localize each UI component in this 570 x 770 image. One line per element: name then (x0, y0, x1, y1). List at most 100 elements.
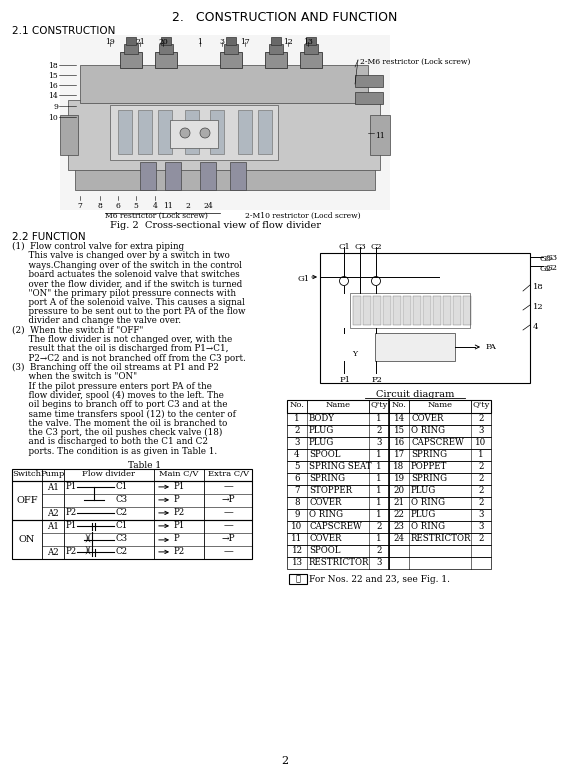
Text: 3: 3 (478, 426, 484, 435)
Text: Q'ty: Q'ty (370, 401, 388, 409)
Text: C1: C1 (338, 243, 350, 251)
Text: 2: 2 (186, 202, 190, 210)
Text: CAPSCREW: CAPSCREW (309, 522, 362, 531)
Bar (12, 520, 252, 559)
Text: 2: 2 (478, 414, 484, 423)
Text: PLUG: PLUG (309, 426, 334, 435)
Text: This valve is changed over by a switch in two: This valve is changed over by a switch i… (12, 251, 230, 260)
Text: COVER: COVER (411, 414, 443, 423)
Bar (12, 481, 252, 520)
Bar (300, 52, 322, 68)
Text: 2.1 CONSTRUCTION: 2.1 CONSTRUCTION (12, 26, 115, 36)
Text: ways.Changing over of the switch in the control: ways.Changing over of the switch in the … (12, 260, 242, 269)
Text: SPRING: SPRING (411, 450, 447, 459)
Text: 2-M10 restrictor (Locd screw): 2-M10 restrictor (Locd screw) (245, 212, 361, 220)
Text: "ON" the primary pilot pressure connects with: "ON" the primary pilot pressure connects… (12, 289, 236, 297)
Text: C3: C3 (115, 534, 127, 543)
Text: C3: C3 (354, 243, 366, 251)
Text: 2: 2 (478, 534, 484, 543)
Text: 6: 6 (294, 474, 300, 483)
Text: P1: P1 (66, 482, 78, 491)
Text: A1: A1 (47, 483, 59, 492)
Bar (185, 110, 199, 154)
Bar (75, 168, 375, 190)
Text: O RING: O RING (309, 510, 343, 519)
Text: and is discharged to both the C1 and C2: and is discharged to both the C1 and C2 (12, 437, 208, 447)
Text: ON: ON (19, 535, 35, 544)
Text: P2→C2 and is not branched off from the C3 port.: P2→C2 and is not branched off from the C… (12, 353, 246, 363)
Bar (287, 509, 491, 521)
Text: 10: 10 (291, 522, 303, 531)
Text: 24: 24 (203, 202, 213, 210)
Text: A2: A2 (47, 509, 59, 518)
Text: PLUG: PLUG (309, 438, 334, 447)
Text: 5: 5 (133, 202, 139, 210)
Text: COVER: COVER (309, 498, 341, 507)
Text: P1: P1 (340, 376, 351, 384)
Text: STOPPER: STOPPER (309, 486, 352, 495)
Bar (287, 533, 491, 545)
Text: 3: 3 (478, 522, 484, 531)
Text: 12: 12 (283, 38, 293, 46)
Text: The flow divider is not changed over, with the: The flow divider is not changed over, wi… (12, 335, 232, 344)
Text: P2: P2 (174, 547, 185, 556)
Text: —: — (223, 521, 233, 530)
Bar (265, 52, 287, 68)
Text: Extra C/V: Extra C/V (207, 470, 249, 478)
Bar (124, 44, 138, 54)
Bar (138, 110, 152, 154)
Text: 13: 13 (303, 38, 313, 46)
Text: 3: 3 (478, 510, 484, 519)
Text: (2)  When the switch if "OFF": (2) When the switch if "OFF" (12, 326, 144, 335)
Text: Y: Y (352, 350, 357, 358)
Text: 2: 2 (294, 426, 300, 435)
Text: Name: Name (325, 401, 351, 409)
Text: 14: 14 (393, 414, 405, 423)
Text: when the switch is "ON": when the switch is "ON" (12, 372, 137, 381)
Text: PLUG: PLUG (411, 486, 436, 495)
Text: same time transfers spool (12) to the center of: same time transfers spool (12) to the ce… (12, 410, 236, 419)
Text: over the flow divider, and if the switch is turned: over the flow divider, and if the switch… (12, 280, 242, 288)
Text: 2-M6 restrictor (Lock screw): 2-M6 restrictor (Lock screw) (360, 58, 470, 66)
Text: port A of the solenoid valve. This causes a signal: port A of the solenoid valve. This cause… (12, 298, 245, 306)
Bar (306, 37, 316, 45)
Text: Name: Name (428, 401, 453, 409)
Text: result that the oil is discharged from P1→C1,: result that the oil is discharged from P… (12, 344, 229, 353)
Text: 2: 2 (376, 522, 382, 531)
Bar (287, 425, 491, 437)
Text: 2: 2 (478, 486, 484, 495)
Circle shape (200, 128, 210, 138)
Text: P1: P1 (174, 482, 185, 491)
Text: 7: 7 (294, 486, 300, 495)
Text: 1: 1 (376, 450, 382, 459)
Text: RESTRICTOR: RESTRICTOR (309, 558, 369, 567)
Bar (226, 37, 236, 45)
Text: 6: 6 (116, 202, 120, 210)
Text: 13: 13 (291, 558, 303, 567)
Text: G2: G2 (545, 264, 557, 272)
Text: P2: P2 (66, 508, 78, 517)
Bar (393, 296, 401, 325)
Text: 2.   CONSTRUCTION AND FUNCTION: 2. CONSTRUCTION AND FUNCTION (172, 11, 398, 24)
Bar (161, 37, 171, 45)
Text: 1: 1 (376, 414, 382, 423)
Text: G3: G3 (540, 255, 552, 263)
Text: No.: No. (290, 401, 304, 409)
Text: 1: 1 (376, 474, 382, 483)
Text: 24: 24 (393, 534, 405, 543)
Bar (60, 115, 78, 155)
Text: 15: 15 (48, 72, 58, 80)
Text: M6 restrictor (Lock screw): M6 restrictor (Lock screw) (105, 212, 208, 220)
Text: 8: 8 (97, 202, 103, 210)
Bar (370, 115, 390, 155)
Text: 21: 21 (393, 498, 405, 507)
Text: 14: 14 (48, 92, 58, 100)
Text: P2: P2 (372, 376, 383, 384)
Text: SPRING: SPRING (411, 474, 447, 483)
Bar (423, 296, 431, 325)
Text: RESTRICTOR: RESTRICTOR (411, 534, 471, 543)
Text: 11: 11 (375, 132, 385, 140)
Bar (383, 296, 391, 325)
Bar (287, 413, 491, 425)
Text: Q'ty: Q'ty (473, 401, 490, 409)
